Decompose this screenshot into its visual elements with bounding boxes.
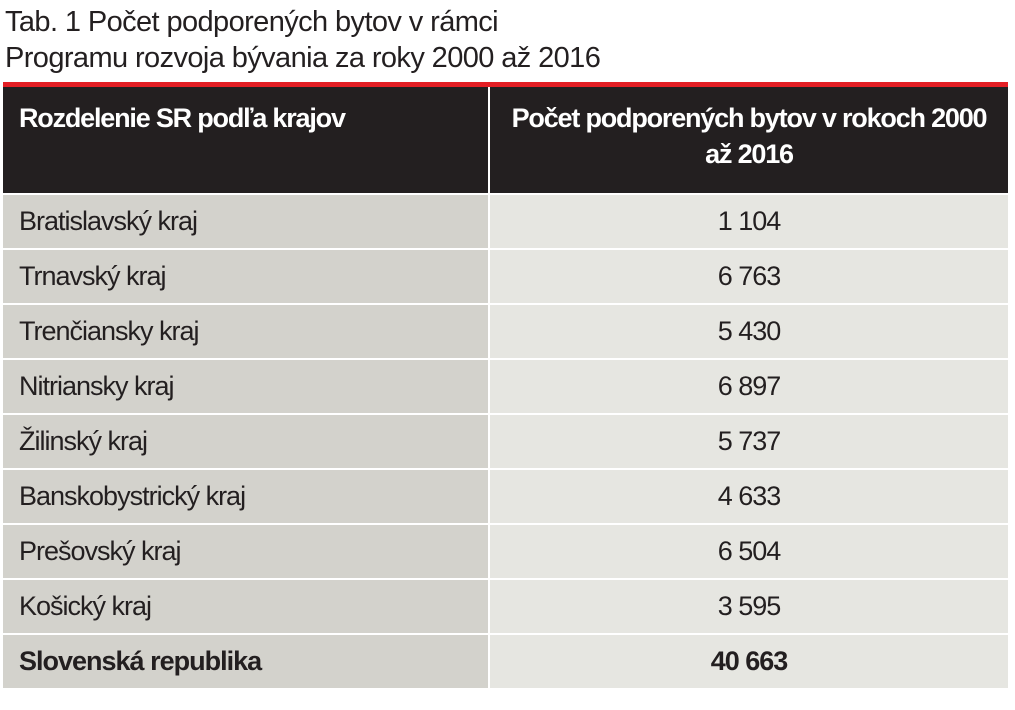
total-row: Slovenská republika 40 663 bbox=[3, 633, 1008, 690]
table-row: Banskobystrický kraj 4 633 bbox=[3, 468, 1008, 525]
header-row: Rozdelenie SR podľa krajov Počet podpore… bbox=[3, 87, 1008, 195]
header-region: Rozdelenie SR podľa krajov bbox=[3, 87, 490, 195]
region-cell: Košický kraj bbox=[3, 578, 490, 635]
count-cell: 5 430 bbox=[488, 303, 1008, 360]
region-cell: Trnavský kraj bbox=[3, 248, 490, 305]
table-row: Trenčiansky kraj 5 430 bbox=[3, 303, 1008, 360]
region-cell: Banskobystrický kraj bbox=[3, 468, 490, 525]
table-row: Košický kraj 3 595 bbox=[3, 578, 1008, 635]
count-cell: 1 104 bbox=[488, 193, 1008, 250]
header-count: Počet podporených bytov v rokoch 2000 až… bbox=[488, 87, 1008, 195]
region-cell: Prešovský kraj bbox=[3, 523, 490, 580]
region-cell: Žilinský kraj bbox=[3, 413, 490, 470]
caption-line-2: Programu rozvoja bývania za roky 2000 až… bbox=[5, 42, 601, 74]
housing-table: Rozdelenie SR podľa krajov Počet podpore… bbox=[3, 87, 1008, 690]
region-cell: Slovenská republika bbox=[3, 633, 490, 690]
count-cell: 6 897 bbox=[488, 358, 1008, 415]
count-cell: 40 663 bbox=[488, 633, 1008, 690]
caption-line-1: Tab. 1 Počet podporených bytov v rámci bbox=[5, 6, 499, 38]
region-cell: Trenčiansky kraj bbox=[3, 303, 490, 360]
count-cell: 4 633 bbox=[488, 468, 1008, 525]
accent-rule bbox=[3, 82, 1008, 87]
table-row: Nitriansky kraj 6 897 bbox=[3, 358, 1008, 415]
table-row: Žilinský kraj 5 737 bbox=[3, 413, 1008, 470]
table-row: Trnavský kraj 6 763 bbox=[3, 248, 1008, 305]
region-cell: Nitriansky kraj bbox=[3, 358, 490, 415]
table-caption: Tab. 1 Počet podporených bytov v rámci P… bbox=[5, 4, 601, 76]
count-cell: 5 737 bbox=[488, 413, 1008, 470]
table-row: Prešovský kraj 6 504 bbox=[3, 523, 1008, 580]
region-cell: Bratislavský kraj bbox=[3, 193, 490, 250]
count-cell: 6 763 bbox=[488, 248, 1008, 305]
table-row: Bratislavský kraj 1 104 bbox=[3, 193, 1008, 250]
count-cell: 6 504 bbox=[488, 523, 1008, 580]
count-cell: 3 595 bbox=[488, 578, 1008, 635]
